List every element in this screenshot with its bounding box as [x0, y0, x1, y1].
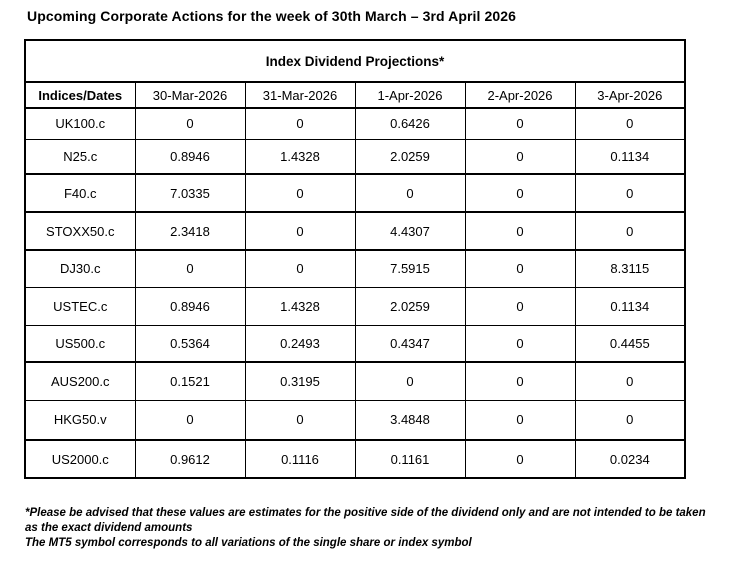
symbol-cell: HKG50.v: [24, 399, 136, 441]
value-cell: 0: [244, 249, 356, 288]
value-cell: 7.5915: [354, 249, 466, 288]
page-title: Upcoming Corporate Actions for the week …: [27, 8, 517, 24]
value-cell: 0.1161: [354, 439, 466, 479]
value-cell: 0.5364: [134, 324, 246, 363]
value-cell: 0: [244, 107, 356, 140]
value-cell: 0.3195: [244, 361, 356, 401]
symbol-cell: US500.c: [24, 324, 136, 363]
value-cell: 8.3115: [574, 249, 686, 288]
footnotes: *Please be advised that these values are…: [25, 506, 720, 551]
value-cell: 0.0234: [574, 439, 686, 479]
value-cell: 0.1521: [134, 361, 246, 401]
date-header-cell: 2-Apr-2026: [464, 81, 576, 109]
date-header-cell: 3-Apr-2026: [574, 81, 686, 109]
value-cell: 0.1116: [244, 439, 356, 479]
symbol-cell: US2000.c: [24, 439, 136, 479]
value-cell: 0: [464, 286, 576, 326]
value-cell: 4.4307: [354, 211, 466, 251]
value-cell: 0: [244, 211, 356, 251]
value-cell: 2.0259: [354, 286, 466, 326]
table-header-row: Indices/Dates 30-Mar-2026 31-Mar-2026 1-Ap…: [24, 81, 686, 109]
value-cell: 0.2493: [244, 324, 356, 363]
table-row: US500.c 0.5364 0.2493 0.4347 0 0.4455: [24, 324, 686, 363]
value-cell: 2.3418: [134, 211, 246, 251]
table-row: F40.c 7.0335 0 0 0 0: [24, 173, 686, 213]
value-cell: 0: [464, 138, 576, 175]
date-header-cell: 30-Mar-2026: [134, 81, 246, 109]
value-cell: 0: [574, 211, 686, 251]
value-cell: 0: [354, 361, 466, 401]
value-cell: 7.0335: [134, 173, 246, 213]
symbol-cell: STOXX50.c: [24, 211, 136, 251]
value-cell: 0.4455: [574, 324, 686, 363]
value-cell: 0: [244, 173, 356, 213]
value-cell: 0: [464, 439, 576, 479]
value-cell: 0.6426: [354, 107, 466, 140]
dividend-projections-table: Index Dividend Projections* Indices/Date…: [24, 39, 687, 479]
value-cell: 0: [574, 399, 686, 441]
value-cell: 0: [574, 173, 686, 213]
footnote-mt5: The MT5 symbol corresponds to all variat…: [25, 537, 472, 549]
table-row: AUS200.c 0.1521 0.3195 0 0 0: [24, 361, 686, 401]
symbol-cell: UK100.c: [24, 107, 136, 140]
symbol-cell: N25.c: [24, 138, 136, 175]
value-cell: 2.0259: [354, 138, 466, 175]
table-title: Index Dividend Projections*: [24, 39, 686, 83]
table-row: STOXX50.c 2.3418 0 4.4307 0 0: [24, 211, 686, 251]
footnote-disclaimer: *Please be advised that these values are…: [25, 507, 706, 534]
symbol-cell: F40.c: [24, 173, 136, 213]
table-row: N25.c 0.8946 1.4328 2.0259 0 0.1134: [24, 138, 686, 175]
symbol-cell: DJ30.c: [24, 249, 136, 288]
value-cell: 0.8946: [134, 286, 246, 326]
table-row: US2000.c 0.9612 0.1116 0.1161 0 0.0234: [24, 439, 686, 479]
value-cell: 0: [574, 107, 686, 140]
value-cell: 0.9612: [134, 439, 246, 479]
value-cell: 0: [354, 173, 466, 213]
value-cell: 0: [464, 399, 576, 441]
value-cell: 0.1134: [574, 286, 686, 326]
value-cell: 3.4848: [354, 399, 466, 441]
value-cell: 0.1134: [574, 138, 686, 175]
value-cell: 0: [464, 324, 576, 363]
value-cell: 0.8946: [134, 138, 246, 175]
date-header-cell: 31-Mar-2026: [244, 81, 356, 109]
table-title-row: Index Dividend Projections*: [24, 39, 686, 83]
table-row: USTEC.c 0.8946 1.4328 2.0259 0 0.1134: [24, 286, 686, 326]
value-cell: 0: [574, 361, 686, 401]
date-header-cell: 1-Apr-2026: [354, 81, 466, 109]
value-cell: 0: [464, 107, 576, 140]
symbol-cell: USTEC.c: [24, 286, 136, 326]
corner-header-cell: Indices/Dates: [24, 81, 136, 109]
value-cell: 0: [134, 399, 246, 441]
value-cell: 0: [134, 249, 246, 288]
value-cell: 1.4328: [244, 138, 356, 175]
table-row: UK100.c 0 0 0.6426 0 0: [24, 107, 686, 140]
value-cell: 0: [464, 361, 576, 401]
value-cell: 0: [464, 249, 576, 288]
table-row: HKG50.v 0 0 3.4848 0 0: [24, 399, 686, 441]
table-row: DJ30.c 0 0 7.5915 0 8.3115: [24, 249, 686, 288]
symbol-cell: AUS200.c: [24, 361, 136, 401]
value-cell: 0: [134, 107, 246, 140]
value-cell: 0: [464, 173, 576, 213]
value-cell: 0: [464, 211, 576, 251]
value-cell: 0: [244, 399, 356, 441]
value-cell: 1.4328: [244, 286, 356, 326]
value-cell: 0.4347: [354, 324, 466, 363]
